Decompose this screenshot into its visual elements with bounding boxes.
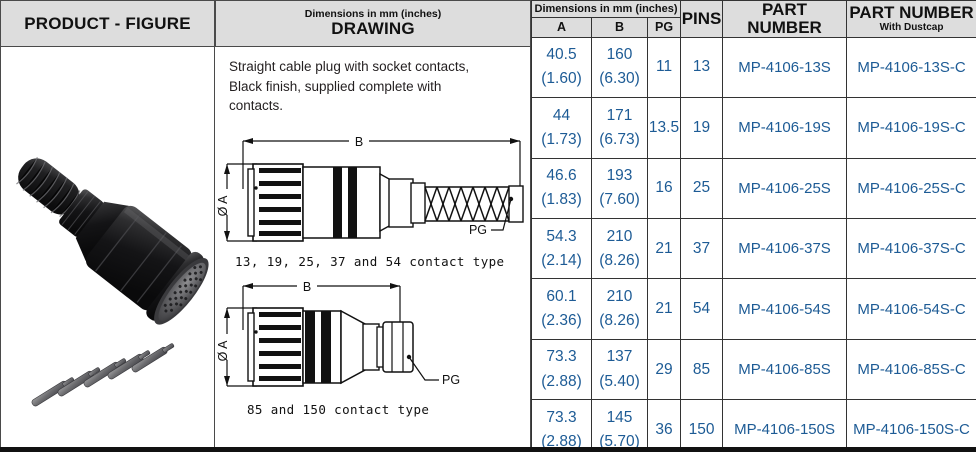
cell-dim-a: 46.6 (1.83) (531, 157, 592, 219)
cell-part-number-dustcap: MP-4106-37S-C (846, 217, 976, 280)
header-dimensions-group: Dimensions in mm (inches) (530, 0, 682, 19)
header-drawing: Dimensions in mm (inches) DRAWING (215, 0, 531, 47)
pg-label-large: PG (442, 373, 460, 387)
cell-dim-a: 73.3 (2.88) (531, 338, 592, 401)
table-row: 73.3 (2.88) 145 (5.70) 36 150 MP-4106-150S MP-4… (531, 399, 976, 447)
cell-pins: 150 (680, 399, 724, 447)
cell-pins: 13 (680, 36, 724, 99)
table-row: 40.5 (1.60) 160 (6.30) 11 13 MP-4106-13S MP-410… (531, 36, 976, 99)
product-photo-cell (0, 47, 215, 447)
drawing-straight-plug-small: B Ø A (216, 135, 524, 269)
cell-part-number-dustcap: MP-4106-19S-C (846, 97, 976, 159)
table-body: 40.5 (1.60) 160 (6.30) 11 13 MP-4106-13S MP-410… (531, 36, 976, 447)
table-row: 44 (1.73) 171 (6.73) 13.5 19 MP-4106-19S MP-410… (531, 97, 976, 159)
cell-pins: 54 (680, 278, 724, 340)
cell-dim-b: 137 (5.40) (591, 338, 648, 401)
cell-dim-a: 40.5 (1.60) (531, 36, 592, 99)
header-part-number-dustcap-sub: With Dustcap (879, 22, 944, 34)
cell-pins: 37 (680, 217, 724, 280)
coupling-nut (247, 163, 304, 242)
cell-dim-b: 145 (5.70) (591, 399, 648, 447)
table-row: 73.3 (2.88) 137 (5.40) 29 85 MP-4106-85S MP-410… (531, 338, 976, 401)
product-description: Straight cable plug with socket contacts… (229, 59, 470, 114)
cell-dim-a: 60.1 (2.36) (531, 278, 592, 340)
cell-pg: 11 (646, 36, 682, 99)
cell-dim-b: 171 (6.73) (591, 97, 648, 159)
strain-relief-boot (16, 156, 81, 217)
dimension-label-b: B (355, 135, 363, 149)
header-drawing-label: DRAWING (331, 19, 415, 39)
table-row: 46.6 (1.83) 193 (7.60) 16 25 MP-4106-25S MP-410… (531, 157, 976, 219)
loose-contacts (31, 343, 175, 407)
cell-part-number-dustcap: MP-4106-13S-C (846, 36, 976, 99)
cell-part-number-dustcap: MP-4106-25S-C (846, 157, 976, 219)
cell-pg: 36 (646, 399, 682, 447)
drawing-cell: Straight cable plug with socket contacts… (215, 47, 531, 447)
cell-dim-b: 210 (8.26) (591, 217, 648, 280)
table-row: 60.1 (2.36) 210 (8.26) 21 54 MP-4106-54S MP-410… (531, 278, 976, 340)
header-product-figure-label: PRODUCT - FIGURE (24, 13, 191, 33)
product-photo (16, 156, 209, 407)
dimension-label-b-2: B (303, 280, 311, 294)
pg-label-small: PG (469, 223, 487, 237)
spring-strain-relief (424, 186, 512, 222)
header-part-number: PART NUMBER (722, 0, 848, 38)
cell-dim-a: 73.3 (2.88) (531, 399, 592, 447)
cell-part-number: MP-4106-37S (722, 217, 848, 280)
cell-dim-b: 193 (7.60) (591, 157, 648, 219)
header-col-a: A (531, 17, 592, 38)
cell-part-number: MP-4106-54S (722, 278, 848, 340)
specification-table: Dimensions in mm (inches) PINS PART NUMB… (530, 0, 976, 447)
header-pins: PINS (680, 0, 724, 38)
header-product-figure: PRODUCT - FIGURE (0, 0, 215, 47)
cell-part-number-dustcap: MP-4106-54S-C (846, 278, 976, 340)
header-col-pg: PG (646, 17, 682, 38)
pg-callout: PG (469, 196, 514, 237)
cell-part-number: MP-4106-13S (722, 36, 848, 99)
table-header-row-1: Dimensions in mm (inches) PINS PART NUMB… (530, 0, 976, 38)
pg-callout-2: PG (406, 354, 460, 387)
cell-part-number: MP-4106-19S (722, 97, 848, 159)
header-part-number-dustcap: PART NUMBER With Dustcap (846, 0, 976, 38)
cell-part-number: MP-4106-25S (722, 157, 848, 219)
cell-pg: 21 (646, 278, 682, 340)
cell-pins: 85 (680, 338, 724, 401)
cell-dim-a: 54.3 (2.14) (531, 217, 592, 280)
cell-pg: 13.5 (646, 97, 682, 159)
cell-pg: 29 (646, 338, 682, 401)
header-col-b: B (591, 17, 648, 38)
cell-dim-b: 210 (8.26) (591, 278, 648, 340)
header-part-number-dustcap-main: PART NUMBER (849, 3, 974, 23)
cell-dim-b: 160 (6.30) (591, 36, 648, 99)
coupling-nut-2 (247, 307, 304, 387)
cell-part-number: MP-4106-150S (722, 399, 848, 447)
dimension-label-a: Ø A (216, 195, 230, 217)
cell-part-number-dustcap: MP-4106-150S-C (846, 399, 976, 447)
cell-pins: 25 (680, 157, 724, 219)
caption-large: 85 and 150 contact type (247, 402, 429, 417)
cell-pins: 19 (680, 97, 724, 159)
dimension-label-a-2: Ø A (216, 340, 230, 362)
cell-dim-a: 44 (1.73) (531, 97, 592, 159)
cell-part-number: MP-4106-85S (722, 338, 848, 401)
cell-pg: 21 (646, 217, 682, 280)
caption-small: 13, 19, 25, 37 and 54 contact type (235, 254, 504, 269)
dimension-line-b (242, 140, 521, 189)
drawing-straight-plug-large: B Ø A (216, 280, 460, 417)
cell-part-number-dustcap: MP-4106-85S-C (846, 338, 976, 401)
table-row: 54.3 (2.14) 210 (8.26) 21 37 MP-4106-37S MP-410… (531, 217, 976, 280)
header-drawing-subtitle: Dimensions in mm (inches) (304, 7, 442, 20)
cell-pg: 16 (646, 157, 682, 219)
